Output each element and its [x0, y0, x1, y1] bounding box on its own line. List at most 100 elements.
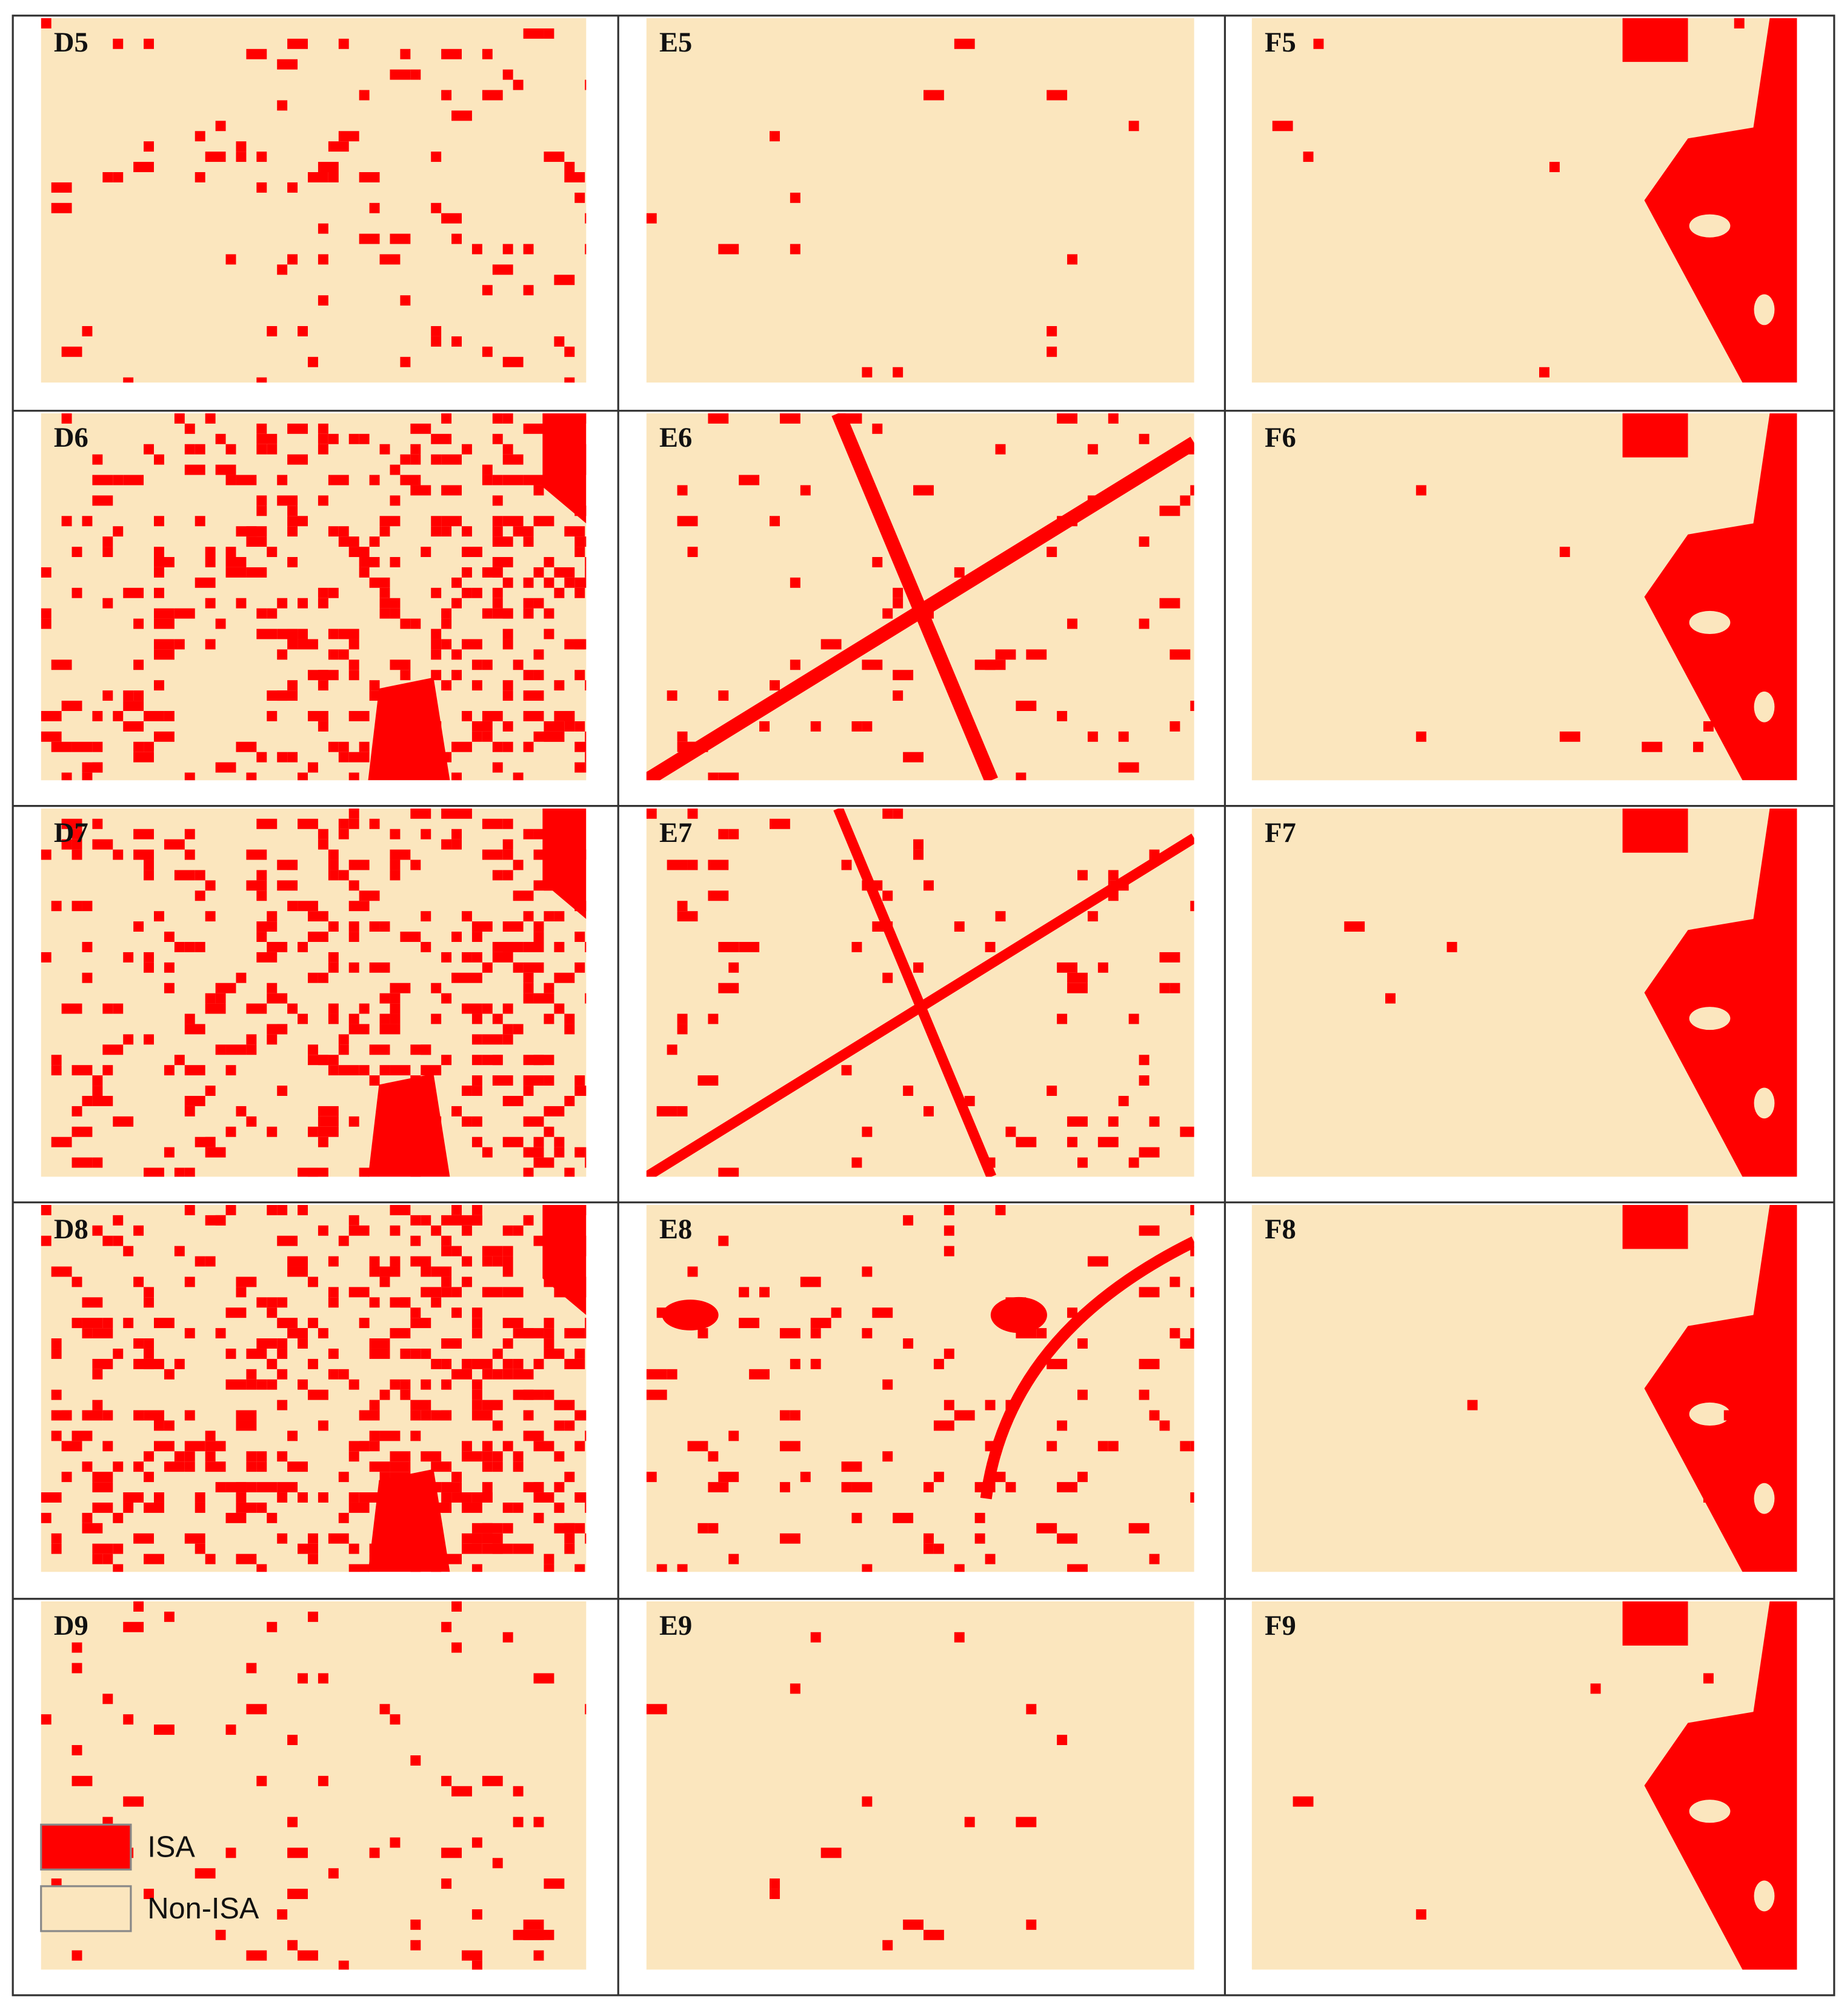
- isa-pixel: [502, 1358, 513, 1369]
- isa-pixel: [72, 839, 82, 850]
- isa-pixel: [113, 849, 124, 860]
- isa-pixel: [441, 1379, 452, 1390]
- isa-pixel: [328, 1348, 339, 1359]
- isa-pixel: [318, 598, 328, 609]
- isa-pixel: [421, 911, 431, 922]
- isa-pixel: [369, 1461, 390, 1472]
- isa-pixel: [410, 1215, 421, 1226]
- isa-pixel: [523, 710, 544, 721]
- isa-pixel: [533, 1157, 554, 1168]
- isa-pixel: [471, 1358, 493, 1369]
- map-panel: E7: [646, 808, 1194, 1177]
- isa-pixel: [400, 618, 411, 629]
- isa-pixel: [502, 69, 513, 80]
- isa-pixel: [72, 829, 82, 839]
- isa-pixel: [61, 1472, 72, 1483]
- isa-pixel: [123, 1492, 144, 1503]
- isa-pixel: [61, 346, 82, 357]
- isa-pixel: [225, 1307, 247, 1318]
- isa-pixel: [482, 659, 493, 670]
- isa-pixel: [564, 485, 575, 496]
- isa-pixel: [421, 1512, 431, 1523]
- isa-pixel: [410, 1410, 421, 1421]
- isa-pixel: [544, 829, 554, 839]
- isa-pixel: [564, 172, 585, 182]
- isa-pixel: [390, 1533, 401, 1544]
- isa-pixel: [298, 629, 308, 639]
- isa-pixel: [205, 880, 216, 891]
- isa-pixel: [256, 870, 267, 881]
- isa-pixel: [574, 587, 585, 598]
- isa-pixel: [328, 475, 349, 486]
- isa-pixel: [533, 1512, 544, 1523]
- isa-pixel: [728, 1554, 739, 1564]
- isa-pixel: [441, 1358, 452, 1369]
- isa-pixel: [431, 1013, 442, 1024]
- isa-pixel: [585, 762, 587, 773]
- isa-area: [368, 1073, 450, 1177]
- isa-pixel: [267, 1307, 278, 1318]
- map-panel: D8: [41, 1204, 587, 1572]
- isa-pixel: [72, 1663, 82, 1674]
- isa-pixel: [471, 1410, 493, 1421]
- panel-label: E9: [659, 1610, 692, 1641]
- isa-pixel: [195, 516, 205, 527]
- isa-pixel: [338, 1235, 349, 1246]
- isa-pixel: [369, 1441, 380, 1452]
- isa-pixel: [451, 649, 462, 660]
- isa-pixel: [1026, 1919, 1037, 1930]
- isa-pixel: [92, 1400, 103, 1410]
- isa-pixel: [277, 1492, 288, 1503]
- isa-pixel: [82, 972, 93, 983]
- isa-pixel: [328, 952, 339, 963]
- isa-pixel: [810, 721, 821, 732]
- isa-pixel: [574, 1075, 585, 1086]
- isa-pixel: [1047, 1441, 1057, 1452]
- isa-pixel: [482, 285, 493, 296]
- isa-pixel: [277, 1297, 288, 1308]
- isa-pixel: [400, 475, 421, 486]
- isa-pixel: [236, 1420, 257, 1431]
- isa-pixel: [1672, 192, 1693, 203]
- isa-pixel: [954, 567, 965, 578]
- isa-pixel: [287, 1817, 298, 1827]
- isa-pixel: [431, 1461, 452, 1472]
- isa-pixel: [174, 639, 185, 650]
- isa-pixel: [51, 1338, 62, 1349]
- isa-pixel: [369, 1338, 390, 1349]
- isa-pixel: [72, 1065, 93, 1076]
- isa-pixel: [184, 941, 195, 952]
- isa-pixel: [1559, 547, 1570, 557]
- isa-pixel: [564, 1420, 575, 1431]
- isa-pixel: [410, 1940, 421, 1951]
- isa-pixel: [1067, 1564, 1088, 1572]
- isa-pixel: [256, 608, 267, 619]
- isa-pixel: [523, 577, 534, 588]
- isa-pixel: [236, 1287, 247, 1298]
- isa-pixel: [184, 1204, 195, 1215]
- isa-pixel: [708, 1013, 719, 1024]
- isa-pixel: [41, 1235, 52, 1246]
- isa-pixel: [338, 1512, 349, 1523]
- isa-pixel: [585, 941, 587, 952]
- isa-pixel: [800, 1277, 821, 1287]
- isa-pixel: [502, 454, 524, 465]
- isa-pixel: [482, 1003, 493, 1014]
- isa-pixel: [369, 1044, 390, 1055]
- isa-pixel: [523, 598, 534, 609]
- isa-pixel: [123, 690, 134, 701]
- isa-pixel: [195, 444, 205, 455]
- isa-layer: [646, 1204, 1194, 1572]
- isa-pixel: [441, 1246, 452, 1257]
- isa-pixel: [492, 1055, 503, 1066]
- isa-pixel: [287, 182, 298, 193]
- non-isa-hole: [1754, 1483, 1775, 1514]
- isa-pixel: [256, 152, 267, 162]
- isa-pixel: [51, 1543, 62, 1554]
- isa-pixel: [718, 1472, 739, 1483]
- isa-pixel: [379, 1472, 390, 1483]
- table-borders: [12, 15, 1835, 1997]
- isa-pixel: [348, 659, 359, 670]
- isa-pixel: [390, 829, 401, 839]
- isa-pixel: [431, 1358, 442, 1369]
